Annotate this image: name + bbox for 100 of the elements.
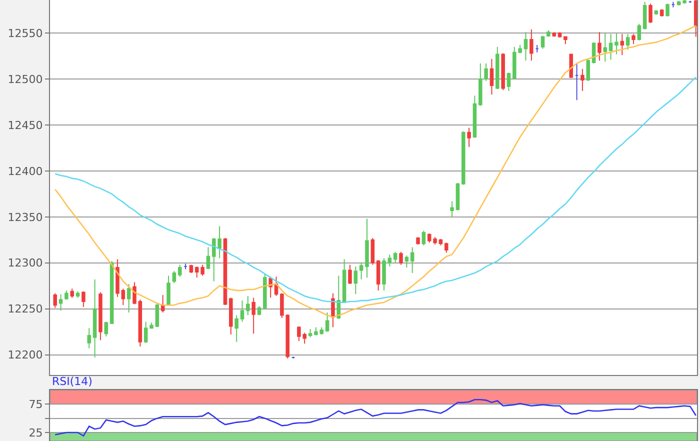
line-series: [54, 398, 697, 437]
candlestick: [456, 182, 460, 211]
y-tick-label: 12250: [8, 302, 43, 316]
candlestick: [586, 58, 590, 82]
candlestick: [682, 0, 686, 4]
candlestick: [189, 264, 194, 274]
candlestick: [58, 294, 63, 312]
candlestick: [552, 32, 556, 38]
candlestick: [138, 299, 142, 348]
candlestick: [671, 1, 676, 8]
y-tick-label: 75: [28, 398, 43, 412]
candlestick: [172, 270, 176, 284]
y-tick-label: 12450: [8, 118, 43, 132]
candlestick: [393, 251, 398, 264]
candlestick: [524, 32, 528, 62]
candlestick: [240, 300, 244, 322]
candlestick: [506, 72, 511, 92]
candlestick: [98, 292, 102, 341]
candlestick: [126, 284, 131, 313]
candlestick: [416, 236, 420, 245]
candlestick: [308, 328, 312, 338]
candlestick: [501, 52, 505, 91]
candlestick: [530, 28, 534, 62]
candlestick: [461, 130, 466, 186]
candlestick: [150, 322, 154, 329]
candlestick: [184, 263, 188, 270]
candlestick: [642, 1, 647, 30]
candlestick: [160, 294, 165, 313]
line-series: [54, 76, 697, 304]
candlestick: [535, 44, 539, 53]
candlestick: [603, 32, 608, 62]
candlestick: [410, 246, 414, 274]
line-series: [54, 25, 697, 318]
candlestick: [574, 62, 579, 101]
candlestick: [70, 288, 74, 298]
candlestick: [688, 0, 692, 4]
candlestick: [53, 292, 57, 308]
candlestick: [654, 10, 658, 16]
candlestick: [666, 3, 670, 18]
candlestick: [376, 260, 380, 291]
candlestick: [404, 255, 409, 268]
candlestick: [614, 32, 618, 55]
candlestick: [234, 314, 238, 342]
candlestick: [637, 23, 642, 41]
candlestick: [427, 232, 432, 244]
y-tick-label: 12300: [8, 256, 43, 270]
candlestick: [132, 282, 136, 305]
y-tick-label: 25: [28, 426, 43, 440]
candlestick: [438, 238, 443, 246]
candlestick: [569, 54, 573, 79]
candlestick: [246, 295, 250, 316]
candlestick: [620, 34, 624, 56]
candlestick: [399, 251, 403, 266]
candlestick: [546, 30, 550, 38]
candlestick: [580, 68, 584, 92]
candlestick: [496, 46, 500, 90]
candlestick: [632, 34, 636, 45]
candlestick: [64, 290, 68, 300]
candlestick: [648, 3, 652, 24]
candlestick: [82, 290, 86, 308]
candlestick: [121, 288, 126, 306]
candlestick: [291, 356, 296, 359]
candlestick: [263, 273, 267, 310]
candlestick: [370, 238, 375, 266]
candlestick: [433, 236, 437, 245]
candlestick: [166, 275, 170, 306]
candlestick: [229, 297, 233, 336]
y-tick-label: 12400: [8, 164, 43, 178]
candlestick: [382, 258, 386, 291]
candlestick: [92, 278, 97, 358]
candlestick: [388, 254, 392, 268]
y-tick-label: 12200: [8, 348, 43, 362]
candlestick: [558, 32, 562, 38]
candlestick: [450, 200, 454, 218]
candlestick: [608, 34, 613, 60]
candlestick: [564, 36, 568, 45]
candlestick: [87, 328, 92, 349]
candlestick: [325, 312, 330, 332]
candlestick: [155, 302, 160, 328]
candlestick: [178, 264, 182, 278]
candlestick: [342, 258, 346, 303]
chart-title: RSI(14): [52, 375, 92, 388]
candlestick: [467, 127, 471, 148]
candlestick: [660, 8, 664, 18]
candlestick: [490, 58, 494, 96]
candlestick: [76, 290, 80, 298]
y-tick-label: 12500: [8, 72, 43, 86]
candlestick: [252, 297, 256, 334]
candlestick: [257, 306, 262, 316]
candlestick: [144, 321, 148, 344]
candlestick: [354, 266, 358, 295]
y-tick-label: 12350: [8, 210, 43, 224]
candlestick: [444, 242, 448, 254]
candlestick: [206, 246, 210, 270]
candlestick: [116, 258, 120, 298]
y-tick-label: 12550: [8, 26, 43, 40]
candlestick: [422, 230, 426, 246]
candlestick: [472, 95, 477, 138]
candlestick: [626, 34, 630, 50]
candlestick: [359, 262, 364, 280]
